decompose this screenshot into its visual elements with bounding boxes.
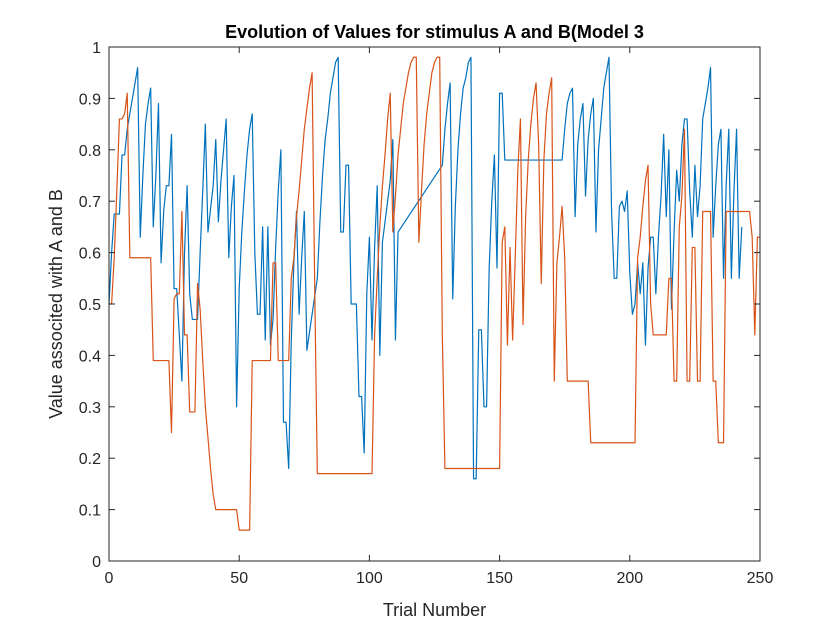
y-tick-label: 0 <box>92 554 101 571</box>
x-tick-label: 100 <box>356 570 383 587</box>
series-line-a <box>109 56 743 480</box>
y-tick-label: 0.7 <box>79 194 101 211</box>
plot-area <box>109 47 760 561</box>
y-tick-label: 0.6 <box>79 246 101 263</box>
x-axis-label: Trial Number <box>383 600 486 620</box>
y-tick-label: 0.2 <box>79 451 101 468</box>
y-tick-label: 0.9 <box>79 91 101 108</box>
y-tick-label: 1 <box>92 40 101 57</box>
y-tick-label: 0.3 <box>79 400 101 417</box>
x-tick-label: 200 <box>616 570 643 587</box>
y-tick-label: 0.5 <box>79 297 101 314</box>
x-tick-label: 0 <box>105 570 114 587</box>
chart-title: Evolution of Values for stimulus A and B… <box>225 22 644 42</box>
series-line-b <box>109 56 760 531</box>
y-axis-label: Value associted with A and B <box>46 189 66 419</box>
y-tick-label: 0.4 <box>79 348 101 365</box>
y-tick-label: 0.1 <box>79 503 101 520</box>
x-tick-label: 50 <box>230 570 248 587</box>
tick-layer: 0 50 100 150 200 250 0 0.1 0.2 0.3 0.4 0.5 0.6 0.7 0.8… <box>79 40 774 587</box>
x-tick-label: 250 <box>747 570 774 587</box>
y-tick-label: 0.8 <box>79 143 101 160</box>
x-tick-label: 150 <box>486 570 513 587</box>
series-layer <box>109 56 760 531</box>
